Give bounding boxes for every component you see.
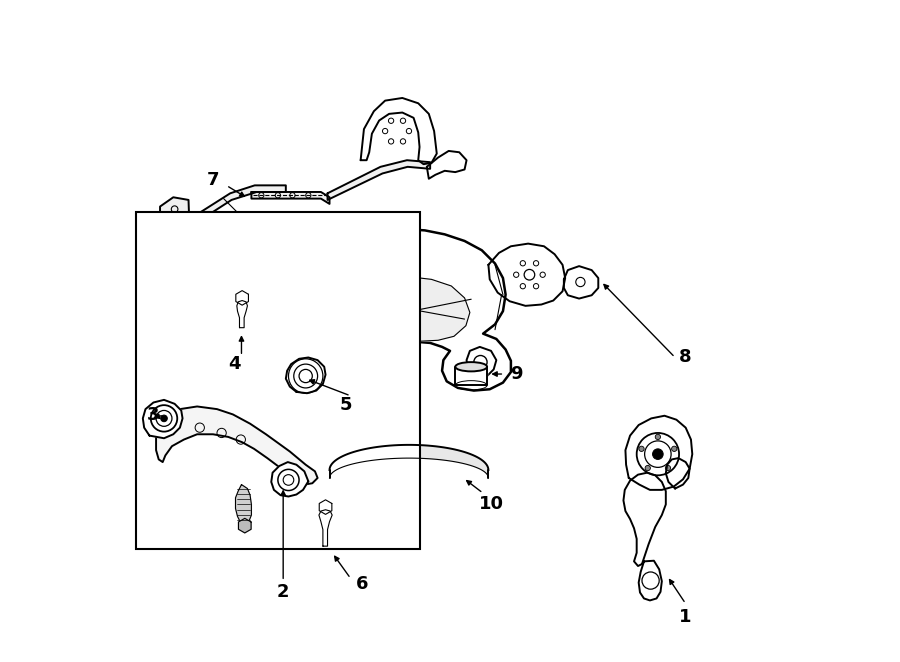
Text: 7: 7	[207, 171, 220, 189]
Polygon shape	[238, 518, 251, 533]
Polygon shape	[156, 406, 318, 485]
Bar	[136, 212, 420, 549]
Polygon shape	[489, 244, 565, 306]
Polygon shape	[666, 458, 689, 489]
Polygon shape	[564, 266, 598, 299]
Circle shape	[639, 446, 644, 451]
Polygon shape	[318, 229, 511, 391]
Polygon shape	[286, 357, 326, 393]
Text: 6: 6	[356, 575, 369, 593]
Polygon shape	[188, 248, 299, 281]
Circle shape	[645, 465, 651, 471]
Polygon shape	[160, 197, 191, 266]
Circle shape	[652, 449, 663, 459]
Polygon shape	[328, 160, 430, 200]
Polygon shape	[361, 98, 436, 164]
Polygon shape	[455, 367, 487, 385]
Polygon shape	[251, 192, 329, 204]
Polygon shape	[143, 400, 183, 438]
Polygon shape	[427, 151, 466, 179]
Ellipse shape	[455, 362, 487, 371]
Polygon shape	[271, 462, 309, 496]
Text: 4: 4	[229, 355, 241, 373]
Text: 8: 8	[679, 348, 691, 367]
Polygon shape	[236, 485, 251, 524]
Polygon shape	[236, 291, 248, 305]
Circle shape	[655, 434, 661, 440]
Circle shape	[665, 465, 670, 471]
Polygon shape	[237, 301, 248, 328]
Text: 9: 9	[510, 365, 522, 383]
Polygon shape	[624, 473, 666, 566]
Polygon shape	[188, 185, 286, 226]
Text: 2: 2	[277, 583, 290, 602]
Polygon shape	[466, 347, 496, 379]
Polygon shape	[346, 277, 470, 343]
Polygon shape	[312, 336, 343, 365]
Circle shape	[161, 415, 167, 422]
Polygon shape	[329, 445, 489, 478]
Polygon shape	[639, 561, 662, 600]
Polygon shape	[320, 500, 332, 514]
Text: 10: 10	[479, 495, 503, 514]
Text: 1: 1	[680, 608, 692, 626]
Polygon shape	[626, 416, 692, 490]
Polygon shape	[319, 510, 332, 546]
Circle shape	[671, 446, 677, 451]
Text: 5: 5	[339, 396, 352, 414]
Text: 3: 3	[148, 406, 159, 424]
